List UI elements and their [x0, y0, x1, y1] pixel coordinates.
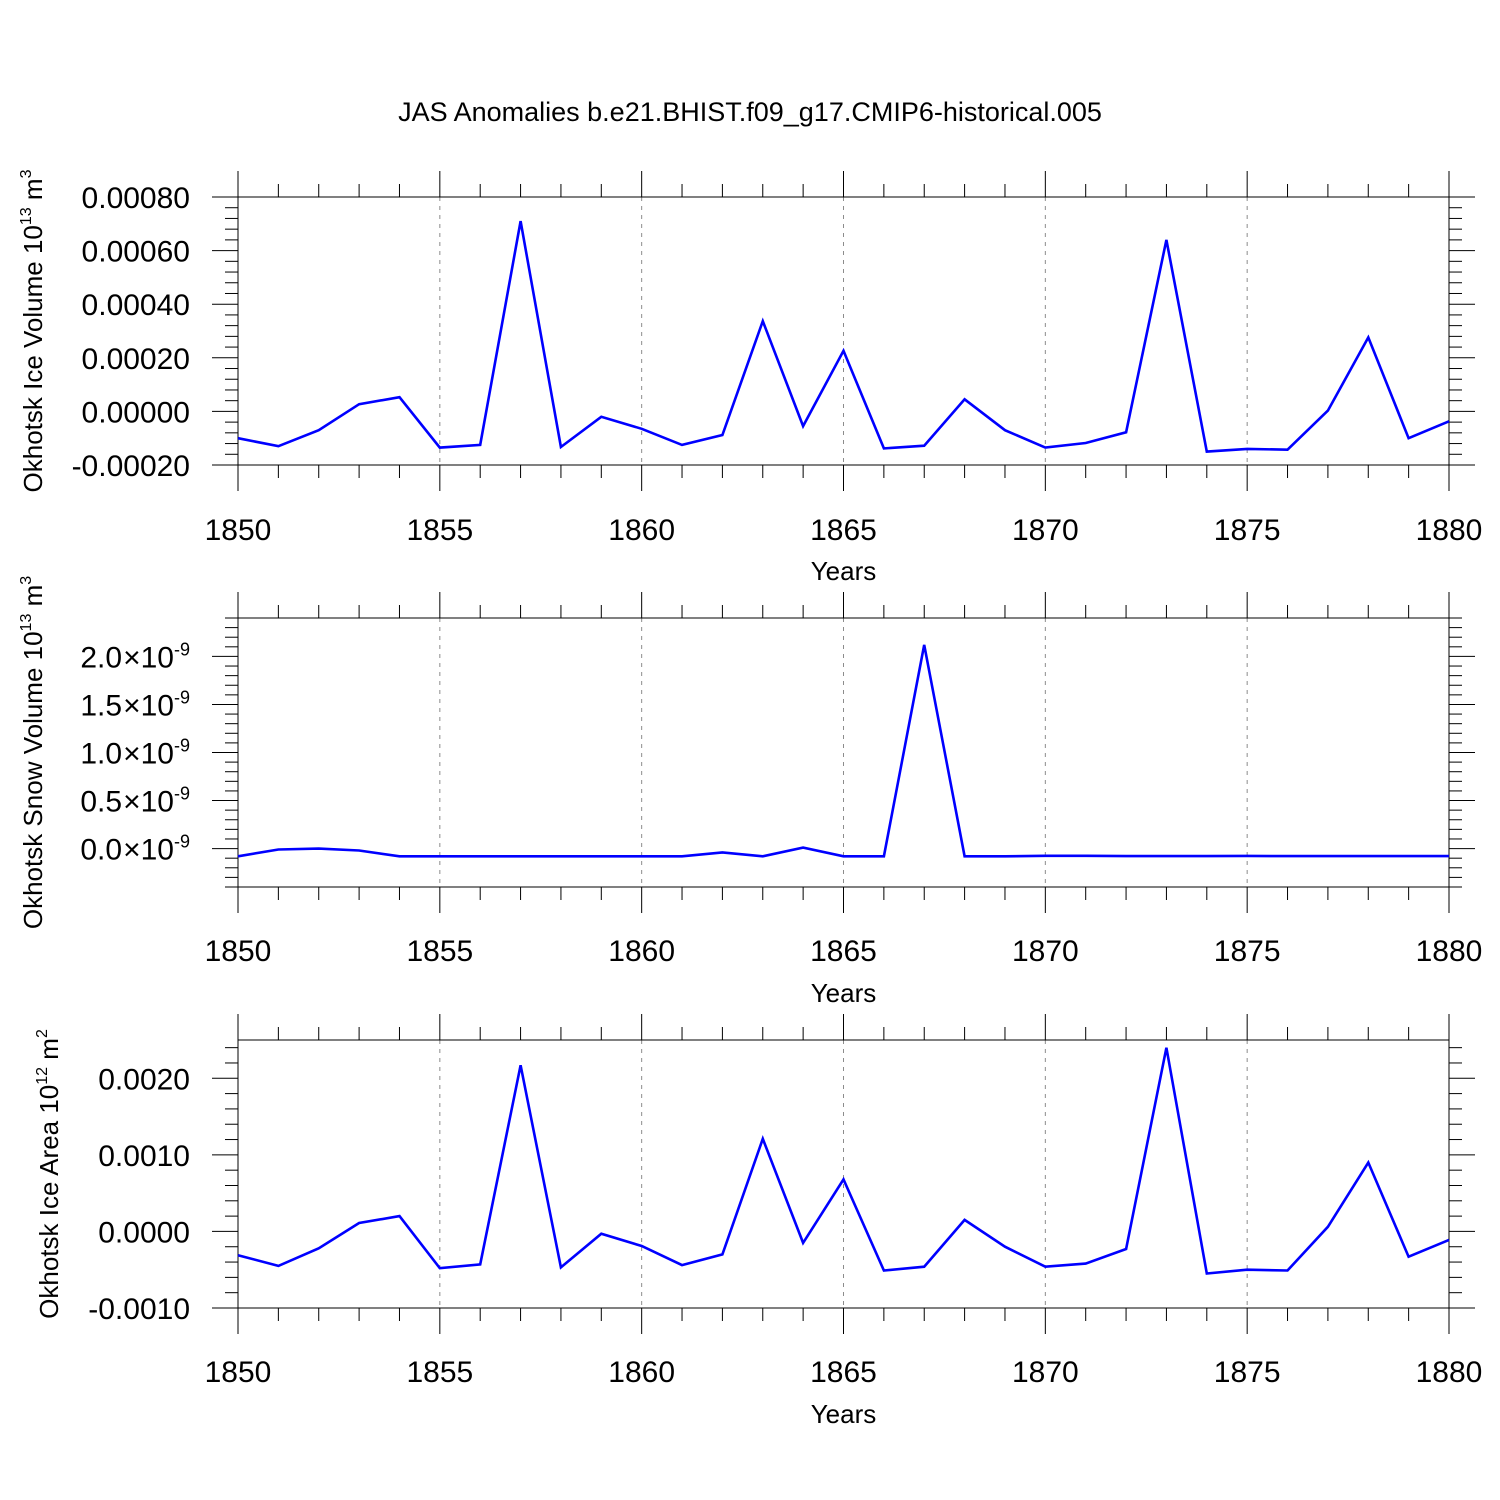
y-tick-label: -0.00020 [72, 450, 190, 483]
x-tick-label: 1870 [1012, 935, 1079, 968]
x-tick-label: 1880 [1416, 514, 1483, 547]
y-axis-title: Okhotsk Ice Area 1012 m2 [34, 1029, 64, 1319]
y-tick-exponent: -9 [174, 832, 190, 852]
x-tick-label: 1860 [608, 514, 675, 547]
y-tick-times: × [123, 834, 141, 867]
y-tick-label: 0.0×10-9 [80, 832, 190, 867]
x-tick-label: 1850 [205, 514, 272, 547]
panel-1: 1850 1855 1860 1865 1870 1875 1880 -0.00020 0.00… [18, 169, 1482, 586]
y-axis-title-unit: m [18, 585, 48, 614]
series-line [237, 220, 1450, 453]
y-tick-times: × [123, 689, 141, 722]
x-axis-title: Years [811, 978, 877, 1008]
y-tick-mantissa: 0.5 [80, 786, 122, 819]
x-tick-label: 1875 [1214, 935, 1281, 968]
y-tick-label: 0.0010 [98, 1140, 190, 1173]
y-tick-label: 0.00000 [82, 396, 190, 429]
x-tick-label: 1870 [1012, 514, 1079, 547]
x-axis-title: Years [811, 556, 877, 586]
y-tick-times: × [123, 786, 141, 819]
y-tick-label: 1.0×10-9 [80, 736, 190, 771]
y-tick-mantissa: 1.5 [80, 689, 122, 722]
x-tick-label: 1870 [1012, 1356, 1079, 1389]
y-axis-title-unit: m [34, 1038, 64, 1067]
y-tick-exponent: -9 [174, 639, 190, 659]
y-tick-times: × [123, 641, 141, 674]
y-tick-base: 10 [141, 786, 174, 819]
y-tick-base: 10 [141, 834, 174, 867]
y-tick-exponent: -9 [174, 687, 190, 707]
series-line [237, 1047, 1450, 1275]
x-tick-label: 1880 [1416, 1356, 1483, 1389]
x-tick-label: 1875 [1214, 514, 1281, 547]
y-axis-title: Okhotsk Snow Volume 1013 m3 [18, 576, 48, 929]
y-tick-exponent: -9 [174, 784, 190, 804]
panel-2: 1850 1855 1860 1865 1870 1875 18800.0×10-90.5×… [18, 576, 1482, 1008]
chart-title: JAS Anomalies b.e21.BHIST.f09_g17.CMIP6-… [398, 97, 1102, 127]
x-tick-label: 1865 [810, 514, 877, 547]
y-tick-label: 0.00040 [82, 289, 190, 322]
x-tick-label: 1880 [1416, 935, 1483, 968]
y-tick-label: 0.0000 [98, 1216, 190, 1249]
x-tick-label: 1875 [1214, 1356, 1281, 1389]
y-tick-label: 0.00060 [82, 236, 190, 269]
y-axis-title-main: Okhotsk Ice Area 10 [34, 1085, 64, 1319]
y-tick-label: 2.0×10-9 [80, 639, 190, 674]
y-axis-title-unit-exponent: 3 [18, 169, 35, 178]
x-tick-label: 1860 [608, 1356, 675, 1389]
x-axis-title: Years [811, 1399, 877, 1429]
y-tick-label: 0.00080 [82, 182, 190, 215]
y-tick-base: 10 [141, 689, 174, 722]
x-tick-label: 1865 [810, 935, 877, 968]
y-tick-mantissa: 1.0 [80, 738, 122, 771]
y-tick-label: -0.0010 [88, 1293, 190, 1326]
y-tick-times: × [123, 738, 141, 771]
y-tick-exponent: -9 [174, 736, 190, 756]
x-tick-label: 1860 [608, 935, 675, 968]
y-tick-label: 0.00020 [82, 343, 190, 376]
x-tick-label: 1850 [205, 935, 272, 968]
x-tick-label: 1865 [810, 1356, 877, 1389]
y-axis-title: Okhotsk Ice Volume 1013 m3 [18, 169, 48, 492]
y-axis-title-unit: m [18, 178, 48, 207]
y-tick-base: 10 [141, 738, 174, 771]
y-tick-label: 0.0020 [98, 1063, 190, 1096]
y-axis-title-exponent: 13 [18, 207, 35, 225]
y-tick-mantissa: 0.0 [80, 834, 122, 867]
x-tick-label: 1855 [406, 935, 473, 968]
y-axis-title-unit-exponent: 2 [34, 1029, 51, 1038]
y-axis-title-main: Okhotsk Ice Volume 10 [18, 225, 48, 492]
y-axis-title-unit-exponent: 3 [18, 576, 35, 585]
y-tick-mantissa: 2.0 [80, 641, 122, 674]
x-tick-label: 1855 [406, 1356, 473, 1389]
y-tick-base: 10 [141, 641, 174, 674]
y-tick-label: 0.5×10-9 [80, 784, 190, 819]
x-tick-label: 1850 [205, 1356, 272, 1389]
panel-3: 1850 1855 1860 1865 1870 1875 1880 -0.0010 0.000… [34, 1014, 1482, 1429]
y-tick-label: 1.5×10-9 [80, 687, 190, 722]
y-axis-title-main: Okhotsk Snow Volume 10 [18, 631, 48, 929]
series-line [237, 644, 1449, 858]
y-axis-title-exponent: 13 [18, 614, 35, 632]
x-tick-label: 1855 [406, 514, 473, 547]
y-axis-title-exponent: 12 [34, 1067, 51, 1085]
